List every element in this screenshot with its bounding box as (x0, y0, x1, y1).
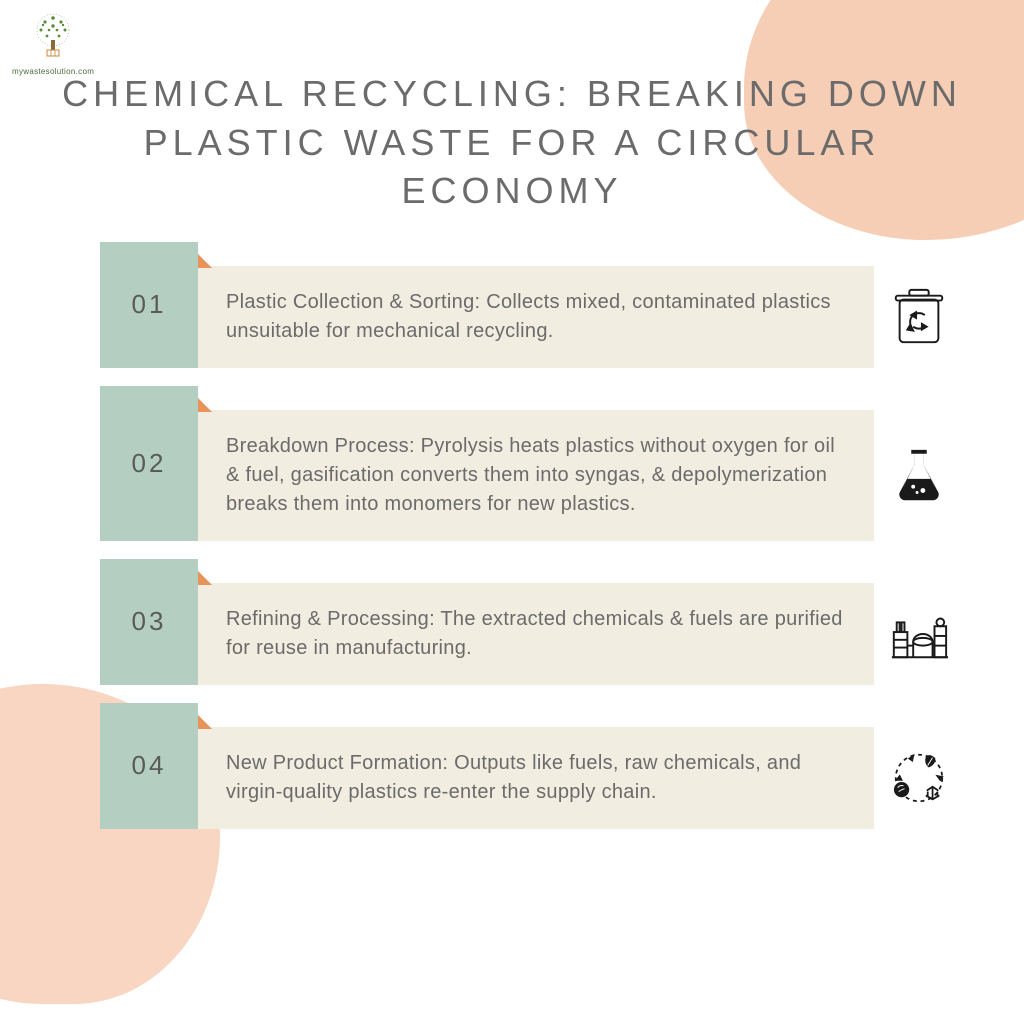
step-number: 04 (100, 703, 198, 829)
flask-icon (874, 410, 964, 541)
step-number-tab: 03 (100, 583, 198, 685)
corner-fold (198, 398, 212, 412)
steps-list: 01 Plastic Collection & Sorting: Collect… (0, 246, 1024, 829)
step-2: 02 Breakdown Process: Pyrolysis heats pl… (100, 410, 964, 541)
step-1: 01 Plastic Collection & Sorting: Collect… (100, 266, 964, 368)
circular-economy-icon (874, 727, 964, 829)
step-3: 03 Refining & Processing: The extracted … (100, 583, 964, 685)
step-text: Breakdown Process: Pyrolysis heats plast… (198, 410, 874, 541)
page-title: CHEMICAL RECYCLING: BREAKING DOWN PLASTI… (0, 0, 1024, 246)
step-4: 04 New Product Formation: Outputs like f… (100, 727, 964, 829)
step-number-tab: 04 (100, 727, 198, 829)
step-number-tab: 01 (100, 266, 198, 368)
recycle-bin-icon (874, 266, 964, 368)
step-text: New Product Formation: Outputs like fuel… (198, 727, 874, 829)
step-number: 01 (100, 242, 198, 368)
step-number: 03 (100, 559, 198, 685)
step-text: Plastic Collection & Sorting: Collects m… (198, 266, 874, 368)
corner-fold (198, 571, 212, 585)
step-number-tab: 02 (100, 410, 198, 541)
step-text: Refining & Processing: The extracted che… (198, 583, 874, 685)
step-number: 02 (100, 386, 198, 541)
corner-fold (198, 715, 212, 729)
corner-fold (198, 254, 212, 268)
factory-icon (874, 583, 964, 685)
